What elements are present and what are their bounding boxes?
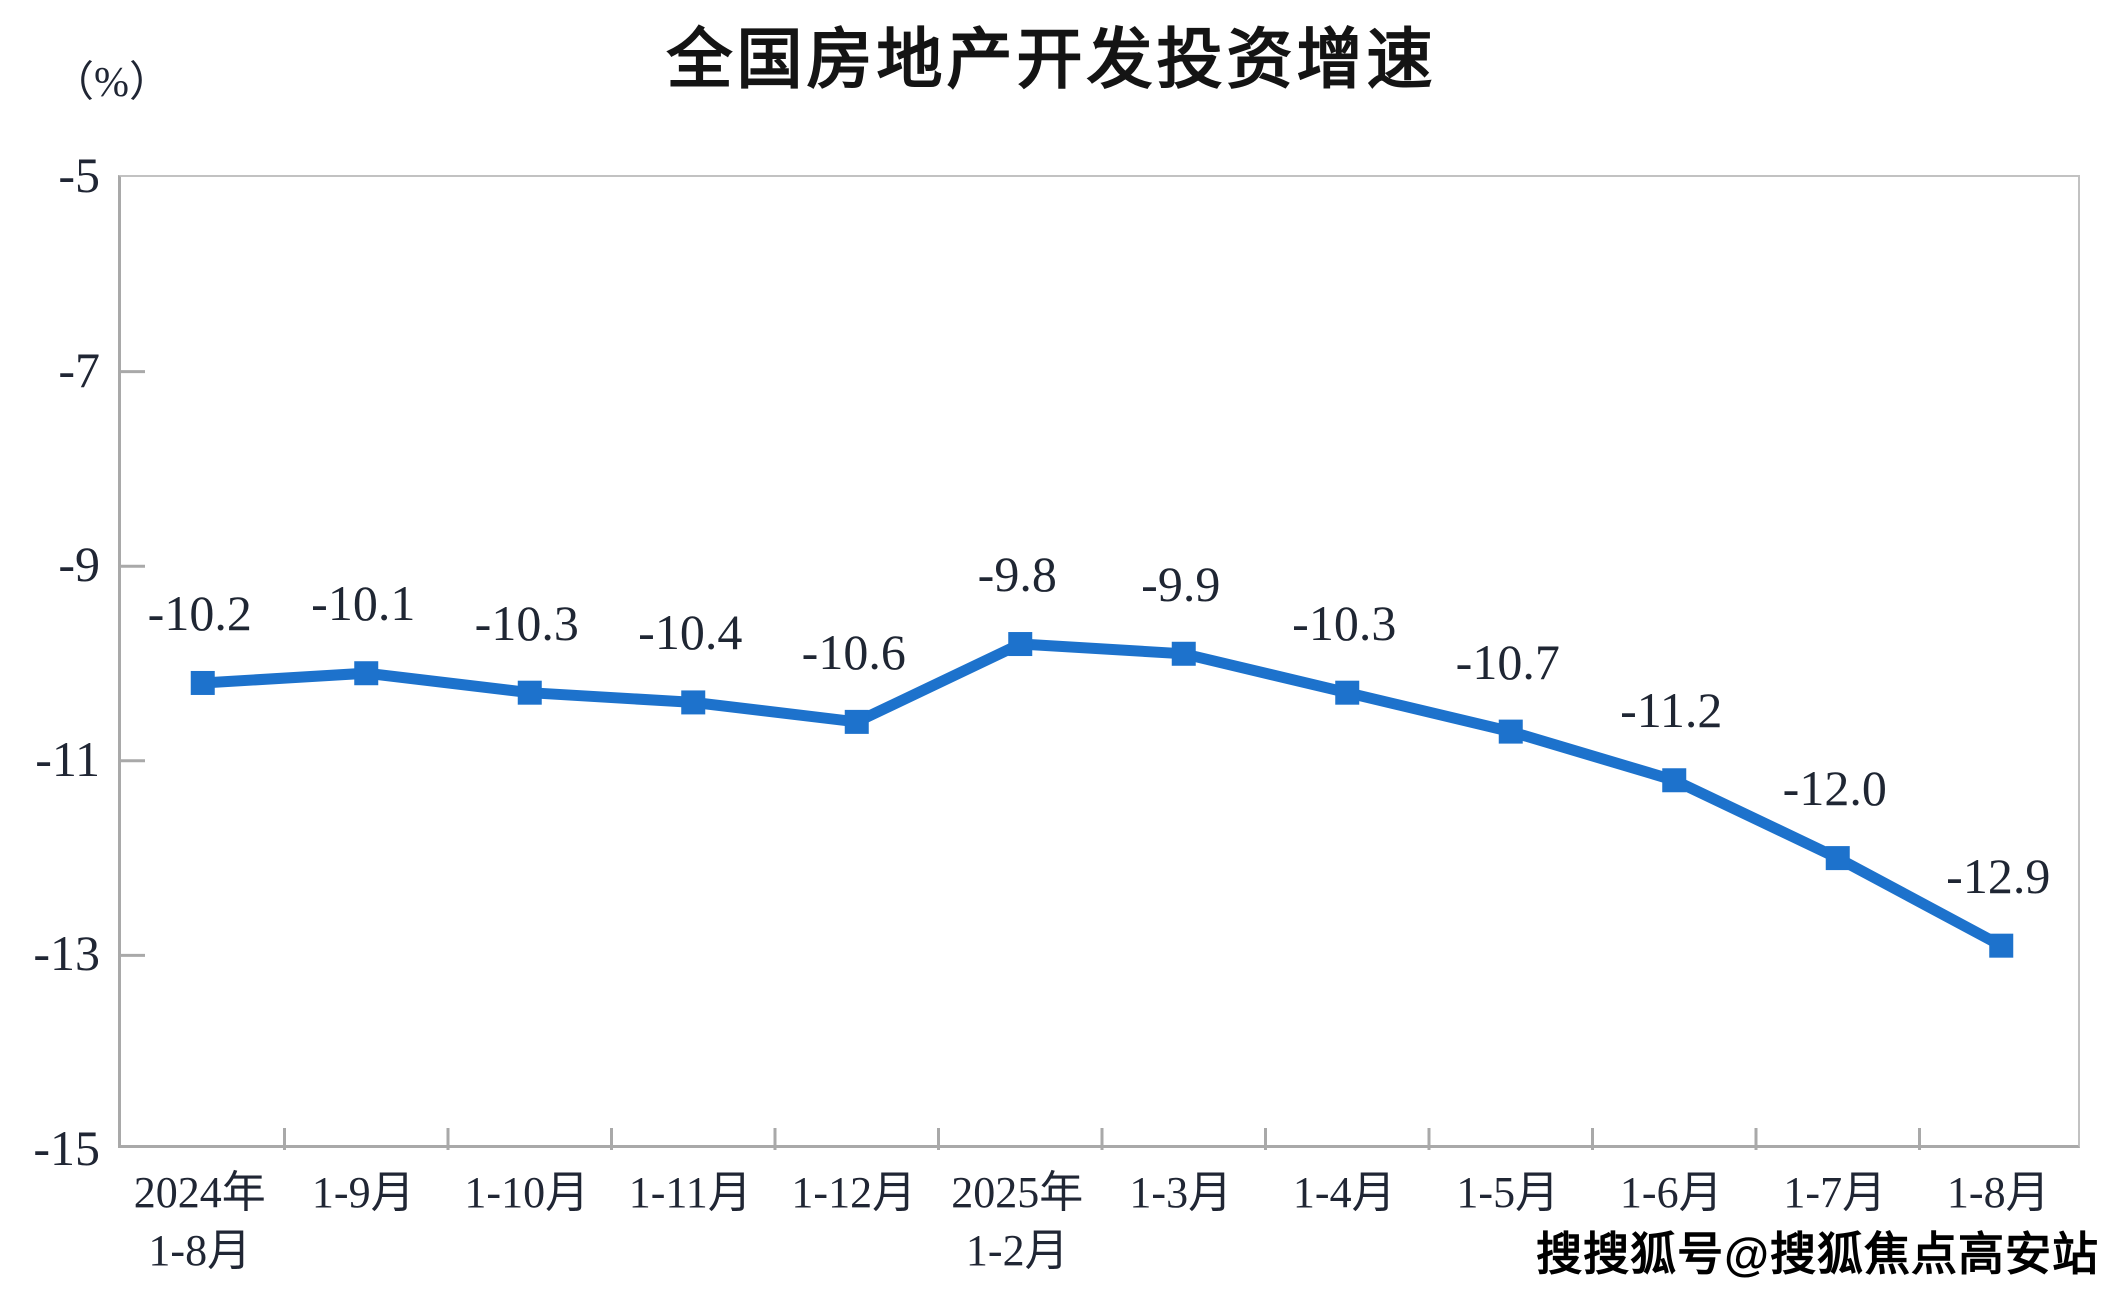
x-axis-label: 2025年 1-2月 — [951, 1168, 1084, 1275]
data-point-marker — [1335, 680, 1360, 705]
y-axis-label: -5 — [58, 147, 100, 203]
x-axis-label: 1-8月 — [1946, 1168, 2050, 1217]
y-axis-unit-label: （%） — [52, 60, 171, 106]
series-line — [202, 638, 2004, 951]
x-axis-label: 1-3月 — [1129, 1168, 1233, 1217]
x-axis-label: 1-12月 — [791, 1168, 917, 1217]
x-axis-label: 1-4月 — [1292, 1168, 1396, 1217]
data-point-marker — [1989, 933, 2014, 958]
x-axis-label: 1-9月 — [311, 1168, 415, 1217]
data-point-marker — [517, 680, 542, 705]
line-chart-svg — [121, 370, 2014, 1150]
data-point-marker — [844, 709, 869, 734]
y-axis-label: -7 — [58, 341, 100, 398]
y-axis-label: -11 — [35, 730, 100, 787]
watermark: 搜搜狐号@搜狐焦点高安站 — [1536, 1228, 2099, 1280]
data-point-marker — [1825, 846, 1850, 871]
chart-title: 全国房地产开发投资增速 — [666, 22, 1437, 96]
data-point-marker — [1008, 632, 1033, 657]
y-axis-label: -15 — [33, 1120, 100, 1176]
y-axis-label: -9 — [58, 536, 100, 593]
data-point-marker — [354, 661, 379, 686]
data-point-marker — [1662, 768, 1687, 793]
data-point-marker — [1498, 719, 1523, 744]
x-axis-label: 1-10月 — [464, 1168, 590, 1217]
x-axis-label: 1-6月 — [1619, 1168, 1723, 1217]
plot-area — [118, 175, 2080, 1150]
x-axis-label: 1-7月 — [1783, 1168, 1887, 1217]
x-axis-label: 1-11月 — [628, 1168, 752, 1217]
x-axis-label: 1-5月 — [1456, 1168, 1560, 1217]
data-point-marker — [1171, 641, 1196, 666]
x-axis-label: 2024年 1-8月 — [133, 1168, 266, 1275]
y-axis-label: -13 — [33, 925, 100, 982]
data-point-marker — [681, 690, 706, 715]
data-point-marker — [190, 670, 215, 695]
